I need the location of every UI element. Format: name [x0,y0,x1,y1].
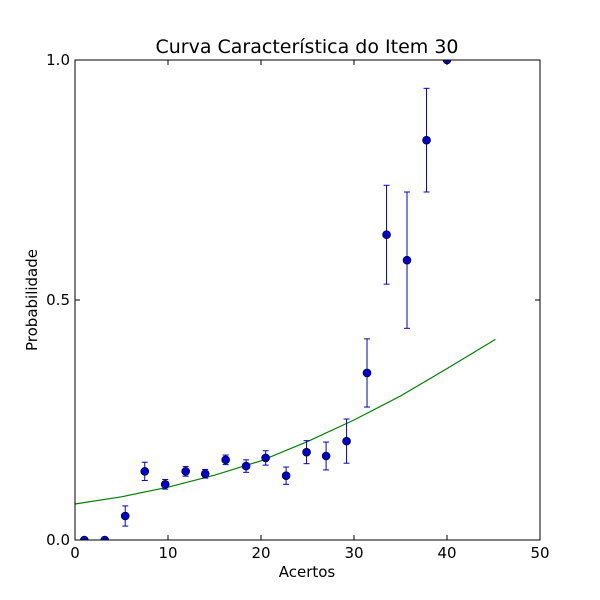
x-axis-label: Acertos [279,563,336,581]
data-point [402,255,412,265]
y-tick-label: 0.0 [46,531,70,549]
plot-area [74,60,496,540]
y-tick-label: 1.0 [46,51,70,69]
data-point [241,461,251,471]
data-point [362,368,372,378]
data-point [281,471,291,480]
x-tick-label: 50 [530,544,549,562]
x-tick-label: 10 [158,544,177,562]
data-point [321,451,331,461]
data-point [261,453,270,463]
data-point [160,480,170,489]
x-tick-label: 0 [70,544,80,562]
data-point [80,535,89,540]
y-axis-label: Probabilidade [23,249,41,351]
data-point [382,230,391,240]
y-tick-label: 0.5 [46,291,70,309]
x-tick-label: 30 [344,544,363,562]
chart-title: Curva Característica do Item 30 [155,36,458,58]
data-point [100,535,110,540]
data-point [302,447,311,457]
data-point [342,436,351,446]
data-point [200,469,210,479]
fitted-curve [74,338,496,505]
data-point [181,467,190,476]
data-point [422,135,431,145]
data-points [80,60,452,540]
data-point [140,467,150,476]
data-point [221,455,230,465]
x-tick-label: 20 [251,544,270,562]
axis-ticks: 0 10 20 30 40 50 0.0 0.5 1.0 [46,51,549,562]
x-tick-label: 40 [437,544,456,562]
data-point [120,511,130,521]
